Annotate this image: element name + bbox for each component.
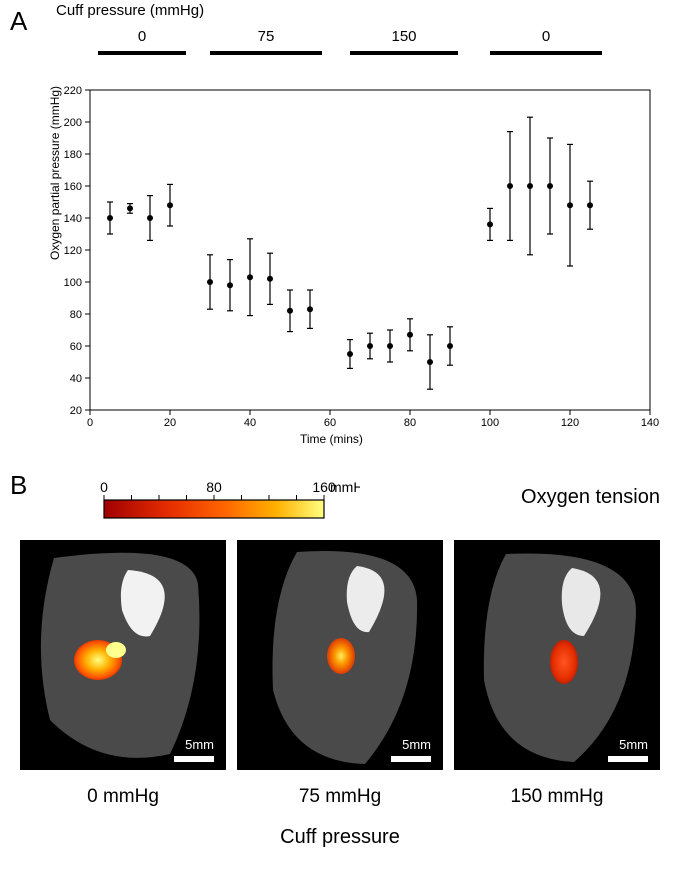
scalebar: 5mm [608, 736, 648, 762]
scalebar-label: 5mm [402, 737, 431, 752]
cuff-group-bar [350, 51, 458, 55]
mri-image-75mmhg: 5mm [237, 540, 443, 770]
svg-text:80: 80 [70, 309, 82, 321]
panel-b: B 080160mmHg Oxygen tension [0, 470, 680, 872]
svg-text:100: 100 [64, 277, 82, 289]
figure-root: A Cuff pressure (mmHg) 0751500 Oxygen pa… [0, 0, 680, 872]
panel-b-label: B [10, 470, 27, 501]
svg-text:80: 80 [206, 480, 222, 495]
svg-text:120: 120 [64, 245, 82, 257]
svg-text:220: 220 [64, 85, 82, 97]
panel-a: A Cuff pressure (mmHg) 0751500 Oxygen pa… [0, 0, 680, 460]
svg-text:40: 40 [244, 417, 256, 429]
scalebar-bar [391, 756, 431, 762]
svg-text:20: 20 [164, 417, 176, 429]
svg-text:140: 140 [64, 213, 82, 225]
cuff-group-bar [210, 51, 322, 55]
image-caption: 75 mmHg [237, 786, 443, 808]
svg-text:20: 20 [70, 405, 82, 417]
mri-images-row: 5mm 5mm [20, 540, 660, 780]
svg-text:180: 180 [64, 149, 82, 161]
colorbar-title: Oxygen tension [521, 486, 660, 509]
svg-text:120: 120 [561, 417, 579, 429]
svg-text:0: 0 [100, 480, 108, 495]
cuff-pressure-header: Cuff pressure (mmHg) [56, 2, 204, 19]
panel-b-bottom-label: Cuff pressure [0, 826, 680, 849]
cuff-group-label: 150 [350, 28, 458, 45]
image-caption: 0 mmHg [20, 786, 226, 808]
svg-text:200: 200 [64, 117, 82, 129]
oxygen-tension-colorbar: 080160mmHg [100, 480, 360, 524]
svg-text:mmHg: mmHg [330, 480, 360, 495]
cuff-group-label: 0 [98, 28, 186, 45]
image-caption: 150 mmHg [454, 786, 660, 808]
svg-text:80: 80 [404, 417, 416, 429]
cuff-group-label: 0 [490, 28, 602, 45]
scalebar-label: 5mm [185, 737, 214, 752]
svg-text:100: 100 [481, 417, 499, 429]
scalebar-bar [608, 756, 648, 762]
scalebar: 5mm [391, 736, 431, 762]
cuff-group-label: 75 [210, 28, 322, 45]
svg-text:60: 60 [324, 417, 336, 429]
cuff-group-bar [98, 51, 186, 55]
cuff-pressure-groups: 0 75 150 0 [60, 28, 660, 68]
svg-text:0: 0 [87, 417, 93, 429]
svg-text:60: 60 [70, 341, 82, 353]
scalebar: 5mm [174, 736, 214, 762]
svg-text:40: 40 [70, 373, 82, 385]
image-captions-row: 0 mmHg 75 mmHg 150 mmHg [20, 786, 660, 808]
panel-a-label: A [10, 6, 27, 37]
scalebar-bar [174, 756, 214, 762]
mri-image-150mmhg: 5mm [454, 540, 660, 770]
svg-text:140: 140 [641, 417, 659, 429]
svg-text:160: 160 [64, 181, 82, 193]
mri-image-0mmhg: 5mm [20, 540, 226, 770]
scalebar-label: 5mm [619, 737, 648, 752]
oxygen-partial-pressure-chart: 0 20 40 60 80 100 120 140 20 40 60 80 100 120 140 160 18… [50, 80, 660, 440]
cuff-group-bar [490, 51, 602, 55]
